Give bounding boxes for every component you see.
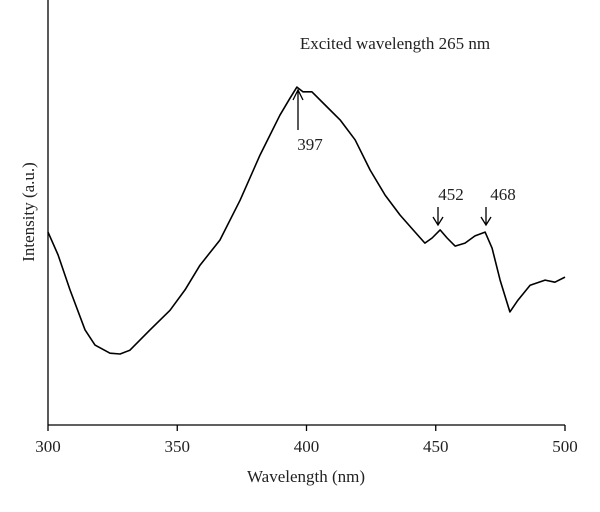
arrows [292,88,492,227]
x-axis-label: Wavelength (nm) [247,467,365,486]
x-tick-label: 450 [423,437,449,456]
y-axis-label: Intensity (a.u.) [19,162,38,262]
x-tick-label: 300 [35,437,61,456]
x-tick-label: 400 [294,437,320,456]
annotation: Excited wavelength 265 nm [300,34,490,53]
annotation: 452 [438,185,464,204]
x-tick-label: 500 [552,437,578,456]
x-tick-label: 350 [165,437,191,456]
arrow [432,207,444,227]
annotation: 397 [297,135,323,154]
arrow [292,88,304,130]
annotation: 468 [490,185,516,204]
arrow [480,207,492,227]
data-line [47,86,566,355]
